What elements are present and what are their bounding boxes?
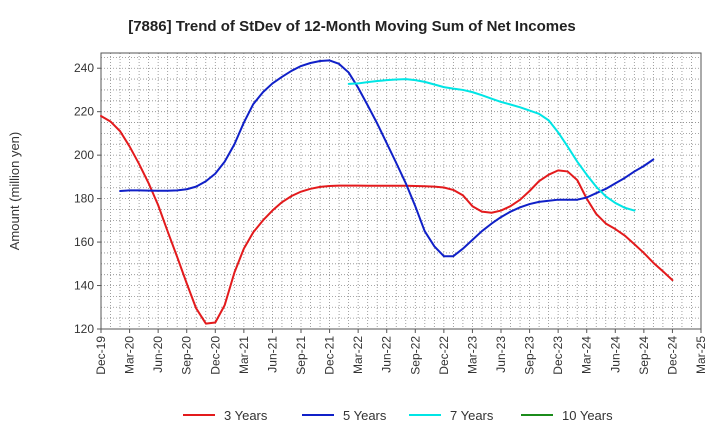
x-tick-label: Sep-23 (523, 336, 537, 375)
y-tick-label: 140 (74, 279, 94, 293)
chart-title: [7886] Trend of StDev of 12-Month Moving… (128, 18, 576, 35)
y-tick-label: 180 (74, 192, 94, 206)
x-tick-label: Mar-24 (580, 336, 594, 374)
x-tick-label: Mar-25 (694, 336, 708, 374)
series-line-5-years (119, 59, 655, 258)
x-tick-label: Sep-24 (637, 336, 651, 375)
x-tick-label: Sep-22 (408, 336, 422, 375)
x-tick-label: Jun-24 (608, 336, 622, 373)
legend-label: 5 Years (343, 408, 387, 423)
x-tick-label: Mar-20 (123, 336, 137, 374)
x-tick-label: Jun-22 (380, 336, 394, 373)
x-tick-label: Dec-22 (437, 336, 451, 375)
y-tick-label: 200 (74, 148, 94, 162)
y-tick-label: 240 (74, 61, 94, 75)
x-tick-label: Dec-23 (551, 336, 565, 375)
plot-frame (100, 52, 702, 330)
x-tick-label: Dec-21 (323, 336, 337, 375)
series-line-3-years (100, 115, 674, 325)
x-tick-label: Jun-21 (265, 336, 279, 373)
legend-label: 3 Years (224, 408, 268, 423)
x-tick-label: Sep-21 (294, 336, 308, 375)
x-tick-label: Mar-22 (351, 336, 365, 374)
x-tick-label: Dec-19 (94, 336, 108, 375)
legend-label: 7 Years (450, 408, 494, 423)
x-tick-label: Mar-21 (237, 336, 251, 374)
legend: 3 Years 5 Years 7 Years 10 Years (183, 408, 613, 423)
series-line-7-years (347, 78, 636, 212)
plot-area: 120 140 160 180 200 220 240 Dec-19 Mar-20 Jun-20 S… (74, 52, 708, 375)
x-tick-label: Mar-23 (465, 336, 479, 374)
x-tick-label: Jun-20 (151, 336, 165, 373)
x-tick-label: Dec-24 (665, 336, 679, 375)
y-tick-label: 160 (74, 235, 94, 249)
x-tick-label: Sep-20 (180, 336, 194, 375)
y-tick-label: 220 (74, 105, 94, 119)
plot-background (101, 53, 701, 329)
y-axis-label: Amount (million yen) (7, 132, 22, 251)
legend-label: 10 Years (562, 408, 613, 423)
y-tick-label: 120 (74, 322, 94, 336)
x-tick-label: Dec-20 (208, 336, 222, 375)
x-tick-label: Jun-23 (494, 336, 508, 373)
